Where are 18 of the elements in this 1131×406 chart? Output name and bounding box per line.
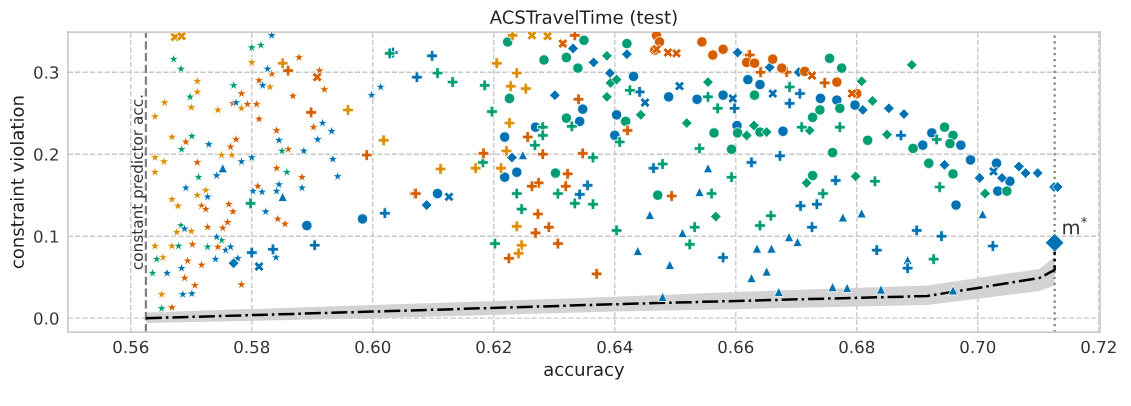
x-axis-title: accuracy [544,365,625,380]
x-tick-label: 0.64 [597,340,633,354]
chart-title: ACSTravelTime (test) [489,10,677,27]
x-tick-label: 0.66 [718,340,754,354]
y-tick-label: 0.3 [34,66,59,79]
y-tick-label: 0.1 [34,230,58,243]
annotation: m$^{*}$ [1063,216,1088,235]
x-tick-label: 0.68 [839,340,875,354]
y-tick-label: 0.0 [34,312,59,325]
x-tick-label: 0.62 [476,340,511,354]
x-tick-label: 0.60 [355,340,391,354]
x-tick-label: 0.72 [1081,340,1116,354]
x-tick-label: 0.58 [234,340,270,354]
x-tick-label: 0.70 [960,340,996,354]
x-tick-label: 0.56 [113,340,149,354]
y-axis-title: constraint violation [9,96,24,269]
y-tick-label: 0.2 [34,148,58,161]
ref-line-label: constant predictor acc. [131,95,146,270]
